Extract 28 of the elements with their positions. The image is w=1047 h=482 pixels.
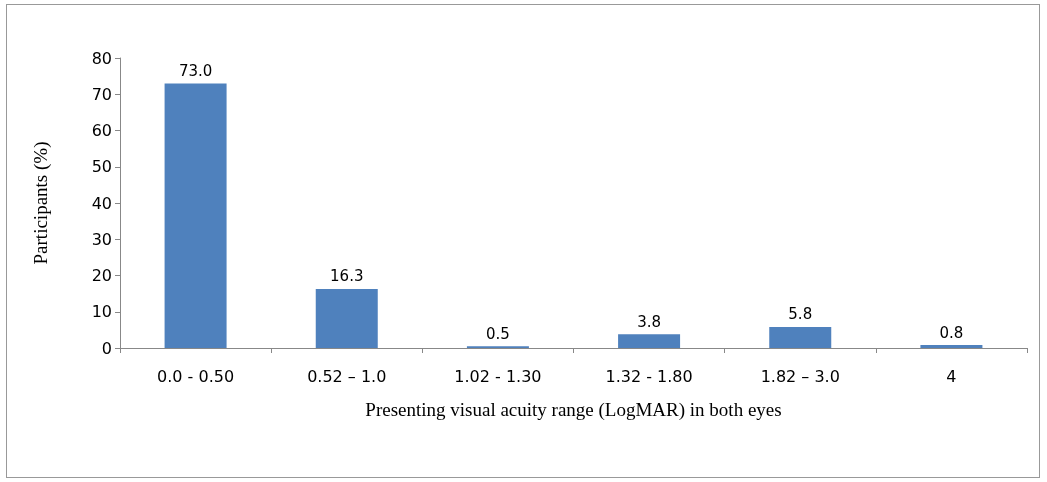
bar — [769, 326, 832, 348]
y-tick-label: 0 — [101, 338, 112, 358]
x-tick-label: 1.32 - 1.80 — [605, 366, 693, 386]
y-tick-label: 70 — [91, 84, 112, 104]
y-axis-title: Participants (%) — [30, 141, 52, 265]
y-tick-label: 30 — [91, 229, 112, 249]
data-label: 0.5 — [485, 324, 510, 343]
data-label: 5.8 — [788, 305, 813, 324]
data-label: 0.8 — [939, 323, 964, 342]
y-tick-label: 40 — [91, 193, 112, 213]
bar — [315, 288, 378, 348]
x-tick-label: 1.02 - 1.30 — [454, 366, 542, 386]
x-tick-label: 1.82 – 3.0 — [760, 366, 840, 386]
x-tick-label: 0.52 – 1.0 — [307, 366, 387, 386]
data-label: 73.0 — [178, 61, 213, 80]
y-tick-label: 20 — [91, 266, 112, 285]
y-tick-label: 10 — [91, 302, 112, 322]
data-label: 16.3 — [330, 267, 364, 286]
bar — [920, 345, 983, 348]
bar — [618, 334, 681, 348]
y-tick-label: 60 — [91, 121, 112, 140]
bar — [164, 83, 227, 348]
x-tick-label: 0.0 - 0.50 — [157, 366, 235, 386]
x-axis-title: Presenting visual acuity range (LogMAR) in both eyes — [365, 399, 782, 421]
y-tick-label: 80 — [91, 48, 112, 68]
data-label: 3.8 — [637, 312, 662, 331]
x-tick-label: 4 — [946, 366, 957, 386]
y-tick-label: 50 — [91, 157, 112, 177]
